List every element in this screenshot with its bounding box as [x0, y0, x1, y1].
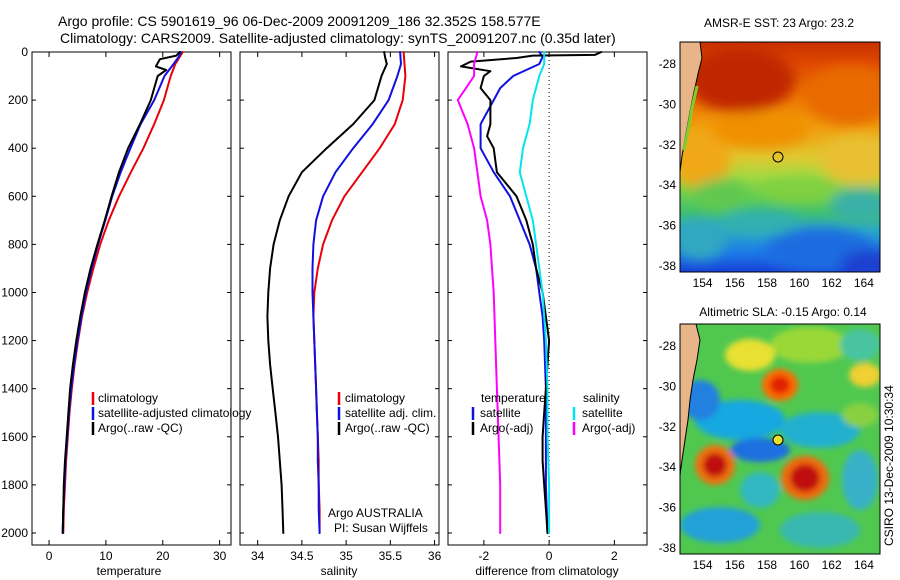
temperature-legend: climatology satellite-adjusted climatolo…: [91, 391, 251, 435]
series-line: [518, 51, 551, 534]
difference-legend: temperature salinity satellite Argo(-adj…: [471, 391, 635, 435]
x-tick-label: 0: [546, 549, 553, 563]
y-tick-label: 1600: [1, 430, 28, 444]
series-layer: [61, 51, 603, 534]
map-y-tick-label: -36: [659, 501, 677, 515]
map-x-tick-label: 162: [822, 276, 842, 290]
legend-header-salinity: salinity: [583, 391, 620, 405]
map-y-tick-label: -28: [659, 57, 677, 71]
figure-title-line1: Argo profile: CS 5901619_96 06-Dec-2009 …: [58, 13, 541, 29]
y-tick-label: 1400: [1, 382, 28, 396]
float-position-marker: [772, 151, 784, 163]
float-position-marker: [772, 434, 784, 446]
map-x-tick-label: 164: [854, 276, 874, 290]
y-tick-label: 1800: [1, 478, 28, 492]
temperature-xlabel: temperature: [97, 564, 162, 578]
map-y-tick-label: -38: [659, 259, 677, 273]
y-tick-label: 1200: [1, 334, 28, 348]
sst-map-frame: [679, 41, 881, 273]
credit-line2: PI: Susan Wijffels: [334, 521, 428, 535]
legend-label-sal-argo: Argo(-adj): [582, 421, 635, 435]
map-x-tick-label: 162: [822, 558, 842, 572]
series-line: [456, 51, 502, 534]
legend-label-satellite: satellite adj. clim.: [345, 406, 436, 420]
timestamp-stamp: CSIRO 13-Dec-2009 10:30:34: [882, 385, 896, 546]
map-y-tick-label: -30: [659, 98, 677, 112]
salinity-xlabel: salinity: [321, 564, 358, 578]
legend-label-argo: Argo(..raw -QC): [98, 421, 183, 435]
series-line: [312, 51, 407, 534]
map-x-tick-label: 158: [757, 276, 777, 290]
y-tick-label: 800: [8, 237, 28, 251]
x-tick-label: 30: [213, 549, 227, 563]
series-line: [62, 51, 184, 534]
legend-label-argo: Argo(..raw -QC): [345, 421, 430, 435]
legend-label-temp-satellite: satellite: [480, 406, 521, 420]
x-tick-label: 20: [156, 549, 170, 563]
map-x-tick-label: 156: [725, 558, 745, 572]
x-tick-label: 2: [611, 549, 618, 563]
sla-map-title: Altimetric SLA: -0.15 Argo: 0.14: [699, 305, 867, 319]
series-line: [311, 51, 402, 534]
series-line: [61, 51, 181, 534]
x-tick-label: 10: [99, 549, 113, 563]
map-x-tick-label: 156: [725, 276, 745, 290]
y-tick-label: 2000: [1, 526, 28, 540]
x-tick-label: 34.5: [290, 549, 314, 563]
x-tick-label: 0: [46, 549, 53, 563]
figure-title-line2: Climatology: CARS2009. Satellite-adjuste…: [60, 30, 616, 46]
map-y-tick-label: -32: [659, 420, 677, 434]
map-x-tick-label: 164: [854, 558, 874, 572]
y-tick-label: 600: [8, 189, 28, 203]
y-tick-label: 200: [8, 93, 28, 107]
difference-xlabel: difference from climatology: [475, 564, 618, 578]
map-y-tick-label: -38: [659, 541, 677, 555]
legend-label-climatology: climatology: [345, 391, 405, 405]
legend-label-temp-argo: Argo(-adj): [480, 421, 533, 435]
map-y-tick-label: -30: [659, 380, 677, 394]
salinity-axes: [239, 51, 440, 546]
map-x-tick-label: 154: [693, 558, 713, 572]
difference-axes: [447, 51, 648, 546]
x-tick-label: 35.5: [379, 549, 403, 563]
legend-header-temperature: temperature: [481, 391, 546, 405]
series-line: [266, 51, 388, 534]
y-tick-label: 1000: [1, 285, 28, 299]
series-line: [460, 51, 603, 534]
x-tick-label: 35: [339, 549, 353, 563]
map-y-tick-label: -36: [659, 219, 677, 233]
salinity-legend: climatology satellite adj. clim. Argo(..…: [337, 391, 436, 435]
sla-map-frame: [679, 323, 881, 555]
y-tick-label: 400: [8, 141, 28, 155]
temperature-axes: [31, 51, 232, 546]
credit-line1: Argo AUSTRALIA: [328, 506, 423, 520]
map-x-tick-label: 160: [789, 558, 809, 572]
sla-map-image: [680, 324, 880, 554]
map-y-tick-label: -32: [659, 138, 677, 152]
map-x-tick-label: 160: [789, 276, 809, 290]
x-tick-label: 36: [428, 549, 442, 563]
map-y-tick-label: -28: [659, 339, 677, 353]
map-y-tick-label: -34: [659, 460, 677, 474]
sst-map-image: [680, 42, 880, 272]
map-x-tick-label: 154: [693, 276, 713, 290]
map-y-tick-label: -34: [659, 178, 677, 192]
legend-label-satellite: satellite-adjusted climatology: [98, 406, 251, 420]
x-tick-label: 34: [251, 549, 265, 563]
series-line: [61, 51, 182, 534]
sst-map-title: AMSR-E SST: 23 Argo: 23.2: [704, 16, 854, 30]
legend-label-sal-satellite: satellite: [582, 406, 623, 420]
map-x-tick-label: 158: [757, 558, 777, 572]
legend-label-climatology: climatology: [98, 391, 158, 405]
y-tick-label: 0: [21, 45, 28, 59]
x-tick-label: -2: [479, 549, 490, 563]
